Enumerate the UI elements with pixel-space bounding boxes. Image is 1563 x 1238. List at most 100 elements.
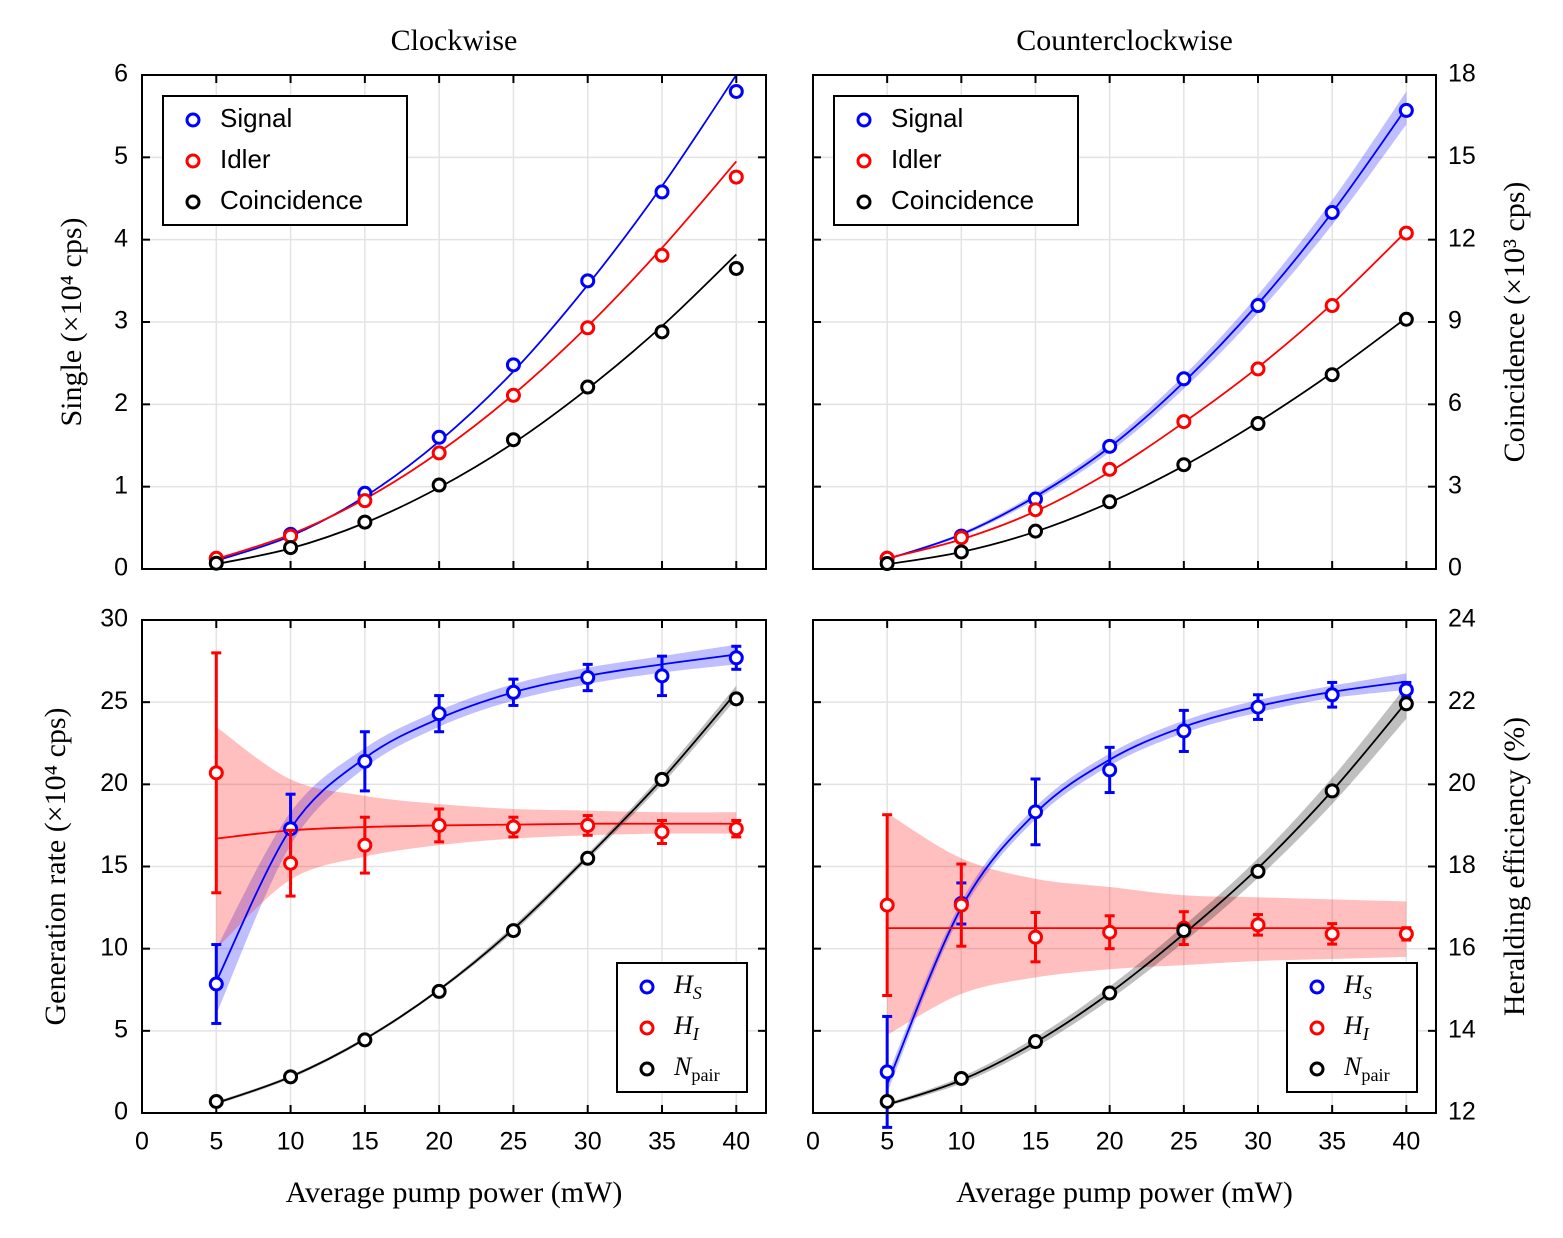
data-point	[1250, 917, 1266, 933]
y-tick-label: 2	[114, 389, 128, 417]
data-point	[1102, 762, 1118, 778]
data-point	[431, 706, 447, 722]
panel-title: Counterclockwise	[1016, 24, 1233, 57]
legend-marker	[185, 194, 201, 210]
data-point	[1324, 204, 1340, 220]
data-point	[357, 837, 373, 853]
x-tick-label: 15	[351, 1128, 379, 1156]
data-point	[728, 650, 744, 666]
data-point	[1028, 804, 1043, 820]
data-point	[1102, 985, 1118, 1001]
data-point	[1028, 502, 1043, 518]
data-point	[1398, 102, 1414, 118]
data-point	[505, 819, 521, 835]
data-point	[1028, 1034, 1043, 1050]
data-point	[1324, 687, 1340, 703]
x-tick-label: 20	[425, 1128, 453, 1156]
data-point	[505, 432, 521, 448]
y2-tick-label: 9	[1448, 307, 1462, 335]
data-point	[208, 555, 224, 571]
data-point	[505, 684, 521, 700]
y-tick-label: 6	[114, 60, 128, 88]
legend-label: Coincidence	[220, 185, 363, 215]
data-point	[654, 824, 670, 840]
data-point	[505, 923, 521, 939]
x-tick-label: 30	[1244, 1128, 1272, 1156]
data-point	[728, 83, 744, 99]
y-tick-label: 15	[100, 851, 128, 879]
fit-line	[887, 317, 1407, 566]
data-point	[580, 379, 596, 395]
x-tick-label: 25	[500, 1128, 528, 1156]
data-point	[654, 771, 670, 787]
data-point	[1324, 783, 1340, 799]
data-point	[580, 817, 596, 833]
confidence-band	[216, 726, 737, 949]
data-point	[728, 821, 744, 837]
legend-marker	[856, 194, 872, 210]
y-tick-label: 20	[100, 769, 128, 797]
data-point	[953, 1070, 969, 1086]
panel-title: Clockwise	[391, 24, 518, 57]
data-point	[1398, 225, 1414, 241]
data-point	[1398, 926, 1414, 942]
y-axis-label: Single (×10⁴ cps)	[55, 217, 88, 426]
y2-tick-label: 0	[1448, 554, 1462, 582]
y2-tick-label: 24	[1448, 605, 1476, 633]
x-tick-label: 40	[722, 1128, 750, 1156]
data-point	[580, 850, 596, 866]
data-point	[1324, 926, 1340, 942]
data-point	[953, 544, 969, 560]
data-point	[1398, 696, 1414, 712]
data-point	[1250, 416, 1266, 432]
data-point	[1102, 438, 1118, 454]
plot-frame	[141, 74, 767, 570]
data-point	[580, 320, 596, 336]
y2-tick-label: 3	[1448, 471, 1462, 499]
fit-line	[886, 680, 1407, 1085]
y-axis-label: Generation rate (×10⁴ cps)	[39, 707, 72, 1025]
y2-tick-label: 12	[1448, 1098, 1476, 1126]
confidence-band	[887, 813, 1407, 1035]
data-point	[505, 387, 521, 403]
data-point	[1250, 298, 1266, 314]
x-tick-label: 30	[574, 1128, 602, 1156]
legend-label: Npair	[673, 1052, 720, 1085]
data-point	[1176, 371, 1192, 387]
legend-box	[833, 95, 1079, 226]
legend-marker	[1309, 1020, 1325, 1036]
data-point	[728, 260, 744, 276]
data-point	[654, 247, 670, 263]
data-point	[580, 273, 596, 289]
y-tick-label: 5	[114, 142, 128, 170]
y2-tick-label: 14	[1448, 1015, 1476, 1043]
x-tick-label: 35	[1318, 1128, 1346, 1156]
data-point	[1102, 924, 1118, 940]
data-point	[728, 691, 744, 707]
y-tick-label: 3	[114, 307, 128, 335]
y2-axis-label: Coincidence (×10³ cps)	[1498, 182, 1531, 463]
data-point	[357, 753, 373, 769]
legend-box	[162, 95, 408, 226]
legend-label: HS	[1343, 970, 1372, 1003]
legend-label: Signal	[891, 103, 963, 133]
legend-box	[1286, 962, 1418, 1093]
x-tick-label: 10	[947, 1128, 975, 1156]
legend-label: Npair	[1343, 1052, 1390, 1085]
x-tick-label: 35	[648, 1128, 676, 1156]
y2-tick-label: 16	[1448, 933, 1476, 961]
legend-marker	[185, 153, 201, 169]
plot-frame	[141, 619, 767, 1114]
data-point	[1250, 699, 1266, 715]
legend-marker	[639, 1061, 655, 1077]
data-point	[431, 983, 447, 999]
legend-marker	[856, 112, 872, 128]
y-tick-label: 1	[114, 471, 128, 499]
x-tick-label: 5	[880, 1128, 894, 1156]
y-tick-label: 5	[114, 1015, 128, 1043]
data-point	[1324, 298, 1340, 314]
data-point	[208, 976, 224, 992]
data-point	[728, 169, 744, 185]
data-point	[1176, 414, 1192, 430]
